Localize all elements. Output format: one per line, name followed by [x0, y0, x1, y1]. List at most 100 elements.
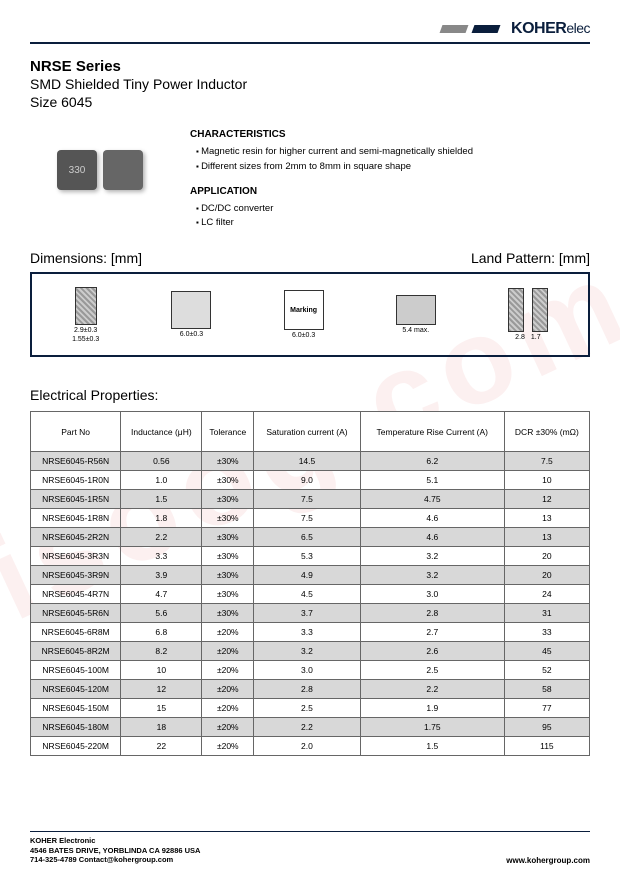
table-cell: ±30% — [202, 490, 254, 509]
table-cell: NRSE6045-180M — [31, 718, 121, 737]
table-cell: 1.8 — [121, 509, 202, 528]
subtitle-line1: SMD Shielded Tiny Power Inductor — [30, 75, 590, 93]
logo-sub: elec — [566, 20, 590, 36]
table-cell: 3.2 — [360, 566, 504, 585]
char-item: Magnetic resin for higher current and se… — [196, 145, 590, 159]
table-cell: 5.1 — [360, 471, 504, 490]
table-cell: 3.9 — [121, 566, 202, 585]
table-row: NRSE6045-180M18±20%2.21.7595 — [31, 718, 590, 737]
app-item: DC/DC converter — [196, 202, 590, 216]
table-cell: NRSE6045-3R9N — [31, 566, 121, 585]
table-cell: 4.9 — [254, 566, 361, 585]
col-inductance: Inductance (μH) — [121, 412, 202, 452]
electrical-title: Electrical Properties: — [30, 387, 590, 403]
table-cell: 2.5 — [360, 661, 504, 680]
table-cell: NRSE6045-1R0N — [31, 471, 121, 490]
table-cell: NRSE6045-1R5N — [31, 490, 121, 509]
header-bar: KOHERelec — [30, 20, 590, 44]
table-row: NRSE6045-220M22±20%2.01.5115 — [31, 737, 590, 756]
table-cell: ±20% — [202, 718, 254, 737]
table-cell: 1.5 — [121, 490, 202, 509]
table-cell: ±30% — [202, 471, 254, 490]
table-cell: 15 — [121, 699, 202, 718]
table-cell: 20 — [504, 547, 589, 566]
table-cell: 4.6 — [360, 528, 504, 547]
table-cell: 7.5 — [254, 490, 361, 509]
dim-front-view: 6.0±0.3 — [171, 291, 211, 338]
footer-address: KOHER Electronic 4546 BATES DRIVE, YORBL… — [30, 836, 200, 865]
table-cell: 58 — [504, 680, 589, 699]
table-cell: ±20% — [202, 737, 254, 756]
characteristics-list: Magnetic resin for higher current and se… — [190, 145, 590, 174]
table-cell: NRSE6045-8R2M — [31, 642, 121, 661]
table-cell: 4.75 — [360, 490, 504, 509]
table-cell: 3.3 — [254, 623, 361, 642]
table-row: NRSE6045-5R6N5.6±30%3.72.831 — [31, 604, 590, 623]
table-cell: 5.3 — [254, 547, 361, 566]
stripe-decoration — [472, 25, 501, 33]
table-cell: 2.8 — [360, 604, 504, 623]
table-row: NRSE6045-R56N0.56±30%14.56.27.5 — [31, 452, 590, 471]
table-cell: NRSE6045-4R7N — [31, 585, 121, 604]
table-cell: 24 — [504, 585, 589, 604]
dim-land-pattern: 2.8 1.7 — [508, 288, 548, 341]
footer-website: www.kohergroup.com — [506, 856, 590, 865]
table-cell: 31 — [504, 604, 589, 623]
table-row: NRSE6045-1R0N1.0±30%9.05.110 — [31, 471, 590, 490]
land-pattern-title: Land Pattern: [mm] — [471, 250, 590, 266]
table-cell: 52 — [504, 661, 589, 680]
table-cell: 4.5 — [254, 585, 361, 604]
table-cell: 14.5 — [254, 452, 361, 471]
table-row: NRSE6045-3R3N3.3±30%5.33.220 — [31, 547, 590, 566]
chip-back — [103, 150, 143, 190]
table-cell: ±30% — [202, 528, 254, 547]
table-row: NRSE6045-100M10±20%3.02.552 — [31, 661, 590, 680]
table-cell: 4.6 — [360, 509, 504, 528]
table-cell: 10 — [121, 661, 202, 680]
col-dcr: DCR ±30% (mΩ) — [504, 412, 589, 452]
table-row: NRSE6045-8R2M8.2±20%3.22.645 — [31, 642, 590, 661]
col-tolerance: Tolerance — [202, 412, 254, 452]
table-cell: 3.0 — [254, 661, 361, 680]
table-cell: 12 — [504, 490, 589, 509]
table-cell: 3.3 — [121, 547, 202, 566]
characteristics-row: 330 CHARACTERISTICS Magnetic resin for h… — [30, 125, 590, 230]
table-cell: 2.2 — [360, 680, 504, 699]
characteristics-text: CHARACTERISTICS Magnetic resin for highe… — [190, 125, 590, 230]
app-item: LC filter — [196, 216, 590, 230]
table-cell: 7.5 — [254, 509, 361, 528]
application-heading: APPLICATION — [190, 184, 590, 199]
table-cell: 3.7 — [254, 604, 361, 623]
series-name: NRSE Series — [30, 58, 590, 75]
table-cell: 1.5 — [360, 737, 504, 756]
table-cell: ±30% — [202, 509, 254, 528]
table-cell: 6.2 — [360, 452, 504, 471]
col-saturation: Saturation current (A) — [254, 412, 361, 452]
dimensions-diagram: 2.9±0.3 1.55±0.3 6.0±0.3 Marking 6.0±0.3… — [30, 272, 590, 357]
table-cell: ±20% — [202, 661, 254, 680]
table-cell: 2.2 — [254, 718, 361, 737]
dimensions-title: Dimensions: [mm] — [30, 250, 142, 266]
subtitle-line2: Size 6045 — [30, 93, 590, 111]
table-cell: NRSE6045-100M — [31, 661, 121, 680]
title-block: NRSE Series SMD Shielded Tiny Power Indu… — [30, 58, 590, 111]
table-cell: ±30% — [202, 547, 254, 566]
table-cell: 13 — [504, 528, 589, 547]
chip-front: 330 — [57, 150, 97, 190]
application-list: DC/DC converter LC filter — [190, 202, 590, 231]
table-row: NRSE6045-4R7N4.7±30%4.53.024 — [31, 585, 590, 604]
table-cell: 7.5 — [504, 452, 589, 471]
table-cell: 9.0 — [254, 471, 361, 490]
table-cell: 3.0 — [360, 585, 504, 604]
table-cell: NRSE6045-220M — [31, 737, 121, 756]
table-cell: 3.2 — [254, 642, 361, 661]
table-cell: 77 — [504, 699, 589, 718]
table-cell: NRSE6045-120M — [31, 680, 121, 699]
table-cell: NRSE6045-6R8M — [31, 623, 121, 642]
table-row: NRSE6045-120M12±20%2.82.258 — [31, 680, 590, 699]
table-cell: 2.0 — [254, 737, 361, 756]
footer-addr2: 714-325-4789 Contact@kohergroup.com — [30, 855, 200, 865]
table-cell: 10 — [504, 471, 589, 490]
table-row: NRSE6045-2R2N2.2±30%6.54.613 — [31, 528, 590, 547]
table-cell: 0.56 — [121, 452, 202, 471]
